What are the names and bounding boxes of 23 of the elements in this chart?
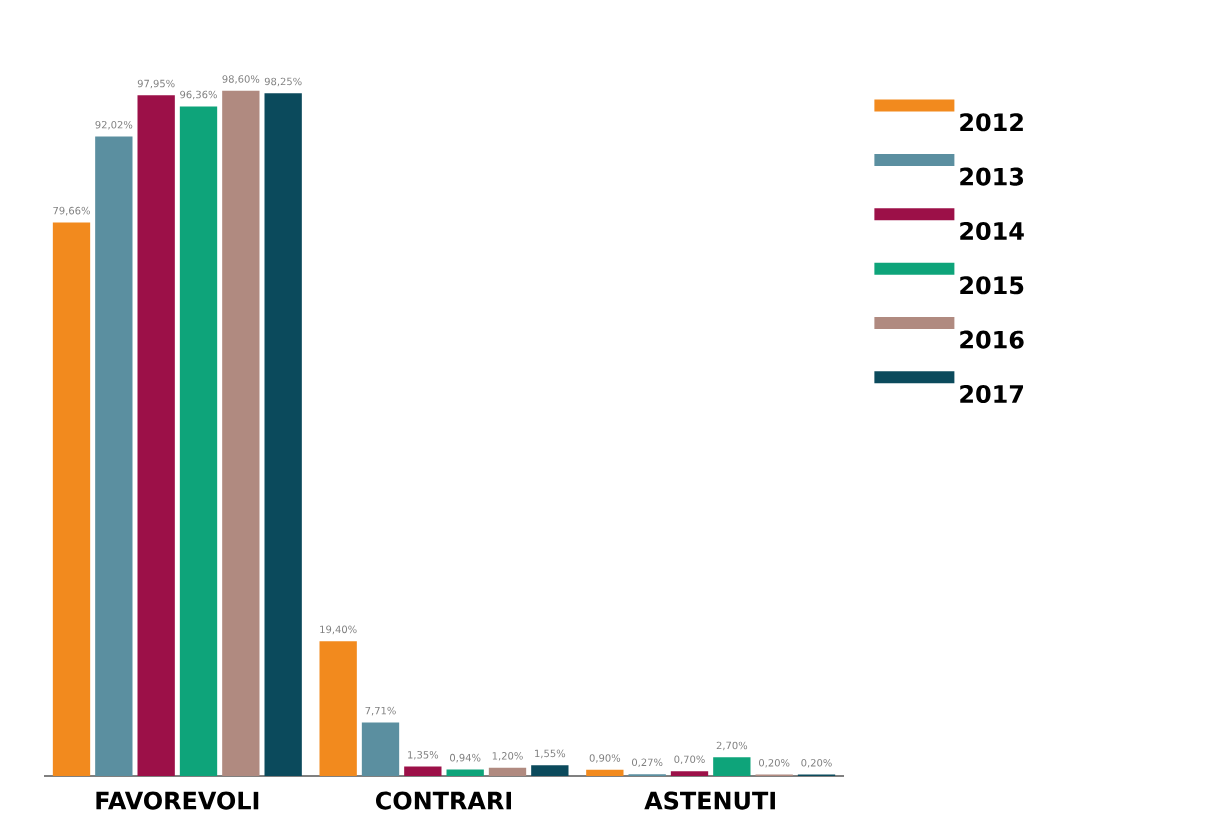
bar [446,769,484,776]
bar [713,757,751,776]
bar [222,90,260,776]
x-tick-label: CONTRARI [375,791,511,810]
legend-label: 2013 [960,167,1024,186]
bar [95,136,133,776]
legend-label: 2017 [960,384,1024,404]
legend-label: 2015 [960,276,1024,295]
bar [264,93,302,776]
bar [404,766,442,776]
x-tick-label: FAVOREVOLI [96,791,259,810]
legend-label: 2016 [960,330,1024,349]
legend-label: 2014 [960,221,1024,241]
legend-label: 2012 [960,113,1023,132]
bar [488,767,527,776]
bar [319,641,357,776]
x-tick-label: ASTENUTI [644,791,775,810]
bar [361,722,400,776]
bar [531,765,569,776]
bar [137,95,175,776]
bar [52,222,91,776]
bar [179,106,218,776]
bar [586,769,624,776]
